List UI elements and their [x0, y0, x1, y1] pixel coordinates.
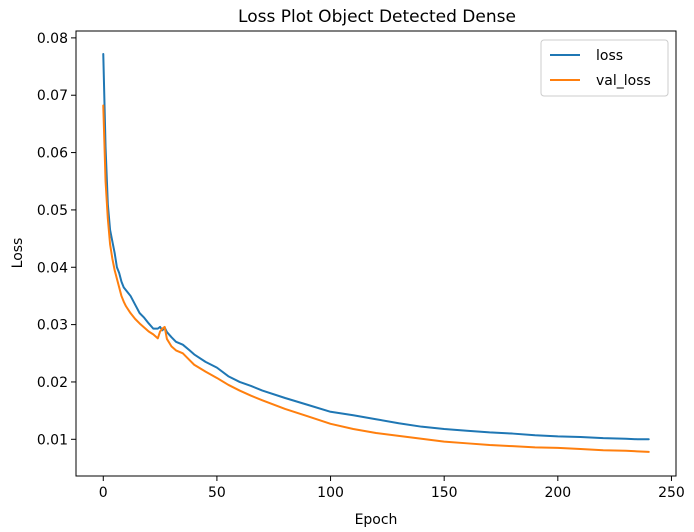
y-axis-label: Loss	[10, 238, 26, 269]
y-tick-label: 0.07	[37, 88, 68, 104]
legend-label-loss: loss	[596, 48, 623, 64]
plot-background	[76, 31, 676, 476]
x-axis-label: Epoch	[355, 512, 398, 528]
series-line-loss	[102, 52, 650, 441]
x-tick-label: 150	[431, 485, 458, 501]
y-tick-label: 0.04	[37, 260, 68, 276]
y-tick-label: 0.08	[37, 31, 68, 47]
y-tick-label: 0.02	[37, 375, 68, 391]
plot-area: 0 50 100 150 200 250 0.01 0.02 0.03 0.04 0.05 0.06…	[37, 30, 685, 501]
x-tick-label: 0	[99, 485, 108, 501]
y-axis: 0.01 0.02 0.03 0.04 0.05 0.06 0.07 0.08	[37, 31, 76, 448]
x-axis: 0 50 100 150 200 250	[99, 476, 685, 501]
x-tick-label: 250	[658, 485, 685, 501]
series-layer	[102, 52, 650, 453]
y-tick-label: 0.03	[37, 318, 68, 334]
x-tick-label: 200	[544, 485, 571, 501]
x-tick-label: 50	[208, 485, 226, 501]
y-tick-label: 0.06	[37, 146, 68, 162]
legend-label-val-loss: val_loss	[596, 73, 651, 89]
series-line-val-loss	[102, 104, 650, 453]
plot-frame	[75, 30, 677, 477]
chart-title: Loss Plot Object Detected Dense	[238, 7, 516, 27]
y-tick-label: 0.05	[37, 203, 68, 219]
x-tick-label: 100	[317, 485, 344, 501]
legend: loss val_loss	[540, 39, 669, 97]
y-tick-label: 0.01	[37, 432, 68, 448]
